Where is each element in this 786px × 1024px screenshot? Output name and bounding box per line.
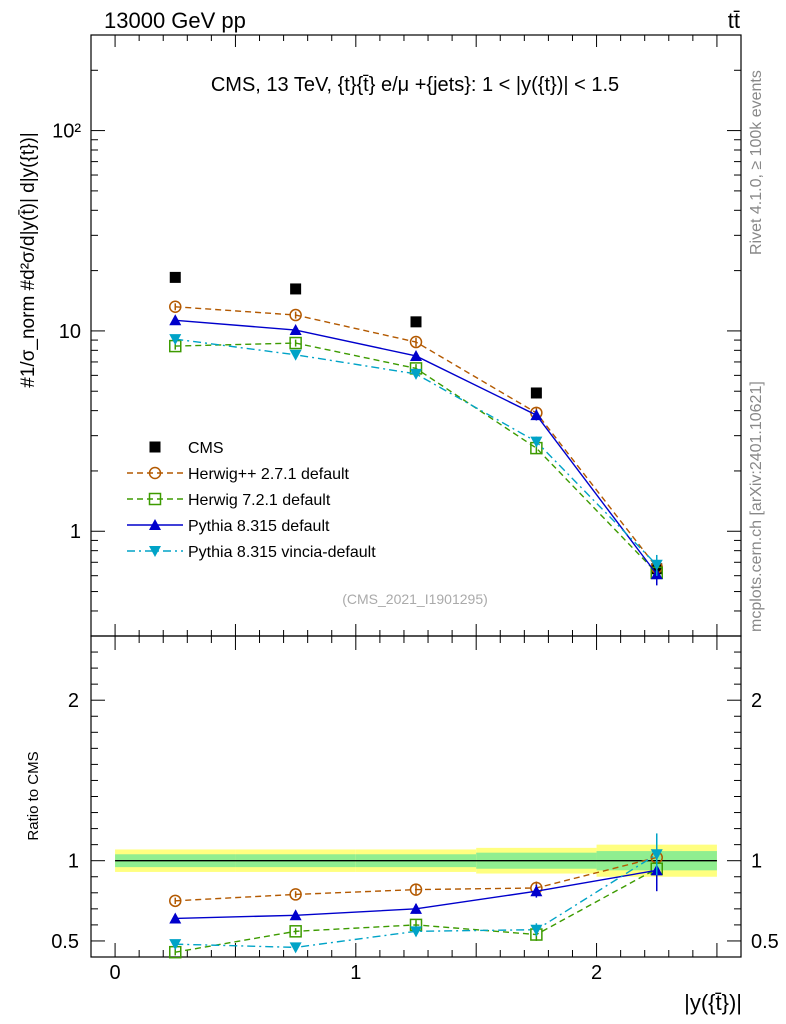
ratio-panel: 0.5 0.5 1 1 2 2 0 1 2 (51, 635, 779, 984)
analysis-watermark: (CMS_2021_I1901295) (342, 591, 488, 607)
data-point (290, 283, 302, 295)
y-tick-label-right: 0.5 (751, 931, 779, 953)
ratio-point (410, 902, 422, 914)
ratio-point (289, 925, 302, 938)
ratio-point (169, 912, 182, 924)
legend-label: Pythia 8.315 default (188, 518, 330, 535)
x-axis-label: |y({t̄})| (684, 990, 742, 1015)
ratio-point (530, 885, 543, 897)
process-label: tt̄ (728, 8, 740, 33)
legend-marker (149, 441, 161, 453)
data-point (289, 349, 302, 361)
main-y-axis-label: #1/σ_norm #d²σ/d|y(t̄)| d|y({t})| (18, 132, 39, 387)
data-point (650, 559, 663, 571)
x-tick-label: 2 (591, 962, 602, 984)
ratio-point (289, 888, 302, 901)
data-point (530, 409, 543, 421)
data-point (289, 324, 302, 336)
y-tick-label: 10² (52, 121, 81, 143)
ratio-point (169, 939, 182, 951)
data-point (289, 308, 302, 322)
x-tick-label: 1 (350, 962, 361, 984)
ratio-y-axis-label: Ratio to CMS (25, 751, 42, 840)
y-tick-label-right: 1 (751, 851, 762, 873)
data-point (289, 336, 302, 350)
ratio-series-layer (169, 833, 663, 959)
y-tick-label: 10 (59, 321, 81, 343)
ratio-point (409, 883, 423, 896)
ratio-point (410, 926, 422, 938)
legend-label: CMS (188, 440, 224, 457)
ratio-uncertainty-bands (115, 844, 717, 877)
legend-label: Herwig++ 2.7.1 default (188, 466, 350, 483)
legend-label: Pythia 8.315 vincia-default (188, 544, 376, 561)
data-point (410, 368, 422, 380)
legend-marker (148, 466, 162, 480)
ratio-point (289, 942, 302, 954)
data-point (409, 335, 423, 349)
data-point (169, 314, 182, 326)
legend-marker (149, 546, 161, 557)
data-point (169, 271, 181, 283)
y-tick-label: 1 (68, 851, 79, 873)
main-series-layer (169, 271, 663, 586)
ratio-point (650, 849, 663, 861)
energy-label: 13000 GeV pp (104, 8, 246, 33)
y-tick-label-right: 2 (751, 690, 762, 712)
mcplots-label: mcplots.cern.ch [arXiv:2401.10621] (748, 381, 765, 632)
data-point (169, 334, 182, 346)
x-tick-label: 0 (110, 962, 121, 984)
legend-label: Herwig 7.2.1 default (188, 492, 331, 509)
data-point (169, 300, 182, 314)
legend: CMS Herwig++ 2.7.1 default Herwig 7.2.1 de… (127, 440, 376, 561)
ratio-point (169, 894, 182, 908)
y-tick-label: 0.5 (51, 931, 79, 953)
series-line (175, 338, 658, 566)
data-point (410, 316, 422, 328)
legend-marker (149, 519, 161, 530)
ratio-point (289, 909, 302, 921)
data-point (530, 387, 542, 399)
plot-title: CMS, 13 TeV, {t}{t̄} e/μ +{jets}: 1 < |y… (211, 74, 619, 96)
y-tick-label: 2 (68, 690, 79, 712)
data-point (530, 436, 543, 448)
rivet-version-label: Rivet 4.1.0, ≥ 100k events (748, 70, 765, 255)
data-point (410, 349, 422, 361)
y-tick-label: 1 (70, 521, 81, 543)
legend-marker (148, 492, 162, 506)
ratio-point (530, 924, 543, 936)
